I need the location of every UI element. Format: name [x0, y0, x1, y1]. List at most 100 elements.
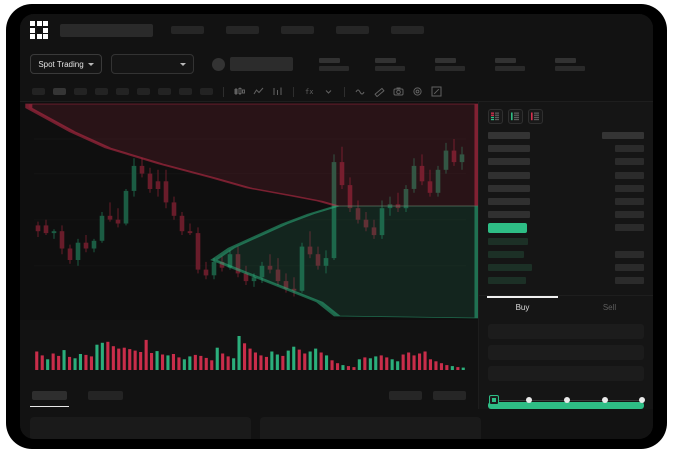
chart-tab-orderbook[interactable] — [30, 391, 69, 407]
stat-label — [495, 57, 516, 63]
indicator-icon[interactable]: fx — [304, 86, 315, 97]
chevron-down-icon — [87, 62, 94, 66]
footer-card-assets[interactable] — [260, 417, 481, 439]
toolbar-divider — [223, 86, 224, 97]
orderbook-last-price-row — [488, 222, 644, 233]
stat-volume-base — [495, 57, 525, 71]
stat-value — [555, 65, 585, 71]
instrument-bar: Spot Trading — [20, 46, 653, 82]
candlestick-chart[interactable] — [20, 102, 478, 320]
stat-value — [495, 65, 525, 71]
fullscreen-icon[interactable] — [431, 86, 442, 97]
orderbook-row-ask[interactable] — [488, 157, 644, 166]
timeframe-button-6[interactable] — [137, 88, 150, 95]
trading-pair-select[interactable] — [111, 54, 194, 74]
slider-handle[interactable] — [489, 395, 499, 406]
orderbook-rows — [479, 128, 653, 289]
stat-label — [375, 57, 396, 63]
okx-logo-icon[interactable] — [30, 21, 48, 39]
gear-icon[interactable] — [412, 86, 423, 97]
nav-item-1[interactable] — [171, 26, 204, 34]
chart-tab-trades[interactable] — [88, 391, 123, 400]
orderbook-price — [488, 171, 530, 179]
timeframe-button-7[interactable] — [158, 88, 171, 95]
timeframe-button-4[interactable] — [95, 88, 108, 95]
orderbook-row-ask[interactable] — [488, 171, 644, 180]
slider-step-75[interactable] — [602, 397, 608, 404]
line-chart-icon[interactable] — [253, 86, 264, 97]
orderbook-mode-asks[interactable] — [528, 109, 543, 124]
timeframe-button-3[interactable] — [74, 88, 87, 95]
chart-action-2[interactable] — [433, 391, 466, 400]
toolbar-divider — [293, 86, 294, 97]
orderbook-price — [488, 277, 526, 285]
timeframe-button-2[interactable] — [53, 88, 66, 95]
orderbook-row-ask[interactable] — [488, 184, 644, 193]
bar-chart-icon[interactable] — [272, 86, 283, 97]
orderbook-row-bid[interactable] — [488, 276, 644, 285]
stat-label — [555, 57, 576, 63]
search-input[interactable] — [60, 23, 153, 37]
orderbook-last-price — [488, 222, 527, 233]
orderbook-row-ask[interactable] — [488, 210, 644, 219]
nav-item-4[interactable] — [336, 26, 369, 34]
chevron-down-icon[interactable] — [323, 86, 334, 97]
orderbook-mode-both[interactable] — [488, 109, 503, 124]
orderbook-size — [615, 263, 644, 271]
orderbook-size — [615, 184, 644, 192]
coin-avatar — [212, 57, 225, 71]
orderbook-col-size — [602, 132, 644, 139]
orderbook-header-row — [488, 131, 644, 140]
orderbook-mode-group — [479, 102, 653, 128]
camera-icon[interactable] — [393, 86, 404, 97]
orderbook-row-ask[interactable] — [488, 197, 644, 206]
orderbook-price — [488, 197, 530, 205]
slider-step-100[interactable] — [639, 397, 645, 404]
order-total-input[interactable] — [488, 366, 644, 382]
amount-slider[interactable] — [479, 387, 653, 406]
place-order-button[interactable] — [488, 401, 644, 409]
chart-toolbar: fx — [20, 82, 653, 102]
orderbook-size — [615, 238, 644, 245]
orderbook-row-bid[interactable] — [488, 237, 644, 246]
orderbook-size — [615, 197, 644, 205]
orderbook-size — [615, 171, 644, 179]
stat-change — [319, 57, 349, 71]
orderbook-size — [615, 158, 644, 166]
orderbook-mode-bids[interactable] — [508, 109, 523, 124]
toolbar-divider — [344, 86, 345, 97]
orderbook-row-bid[interactable] — [488, 263, 644, 272]
stat-value — [435, 65, 465, 71]
orderbook-size — [615, 224, 644, 232]
order-amount-input[interactable] — [488, 345, 644, 361]
trading-mode-select[interactable]: Spot Trading — [30, 54, 102, 74]
candlestick-icon[interactable] — [234, 86, 245, 97]
timeframe-button-5[interactable] — [116, 88, 129, 95]
order-price-input[interactable] — [488, 324, 644, 340]
orderbook-row-bid[interactable] — [488, 250, 644, 259]
volume-canvas — [35, 336, 465, 370]
slider-step-50[interactable] — [564, 397, 570, 404]
tab-sell[interactable]: Sell — [566, 296, 653, 318]
stat-value — [319, 65, 349, 71]
orderbook-panel: Buy Sell — [478, 102, 653, 409]
stat-high — [375, 57, 405, 71]
nav-item-2[interactable] — [226, 26, 259, 34]
stat-volume-quote — [555, 57, 585, 71]
timeframe-button-1[interactable] — [32, 88, 45, 95]
wave-icon[interactable] — [355, 86, 366, 97]
orderbook-price — [488, 158, 530, 166]
tab-buy-label: Buy — [515, 303, 530, 313]
tab-buy[interactable]: Buy — [479, 296, 566, 318]
chart-action-1[interactable] — [389, 391, 422, 400]
timeframe-button-8[interactable] — [179, 88, 192, 95]
nav-item-3[interactable] — [281, 26, 314, 34]
orderbook-price — [488, 184, 530, 192]
orderbook-row-ask[interactable] — [488, 144, 644, 153]
footer-card-orders[interactable] — [30, 417, 251, 439]
slider-step-25[interactable] — [526, 397, 532, 404]
timeframe-button-9[interactable] — [200, 88, 213, 95]
ruler-icon[interactable] — [374, 86, 385, 97]
nav-item-5[interactable] — [391, 26, 424, 34]
